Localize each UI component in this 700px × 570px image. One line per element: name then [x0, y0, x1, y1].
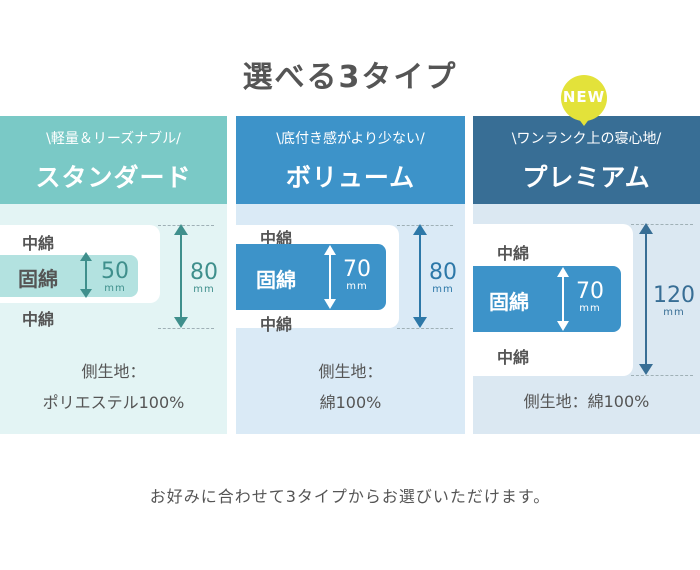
volume-tagline: \底付き感がより少ない/ — [276, 131, 425, 147]
volume-header: \底付き感がより少ない/ ボリューム — [236, 116, 465, 204]
standard-fabric: 側生地： ポリエステル100% — [0, 356, 227, 418]
premium-card: \ワンランク上の寝心地/ プレミアム 中綿 固綿 70 mm 中綿 120 mm… — [473, 116, 700, 434]
volume-top-layer-label: 中綿 — [260, 229, 293, 248]
premium-total-arrow-icon — [639, 223, 653, 375]
premium-fabric-line1: 側生地：綿100% — [523, 392, 650, 411]
standard-top-guide — [158, 225, 214, 226]
premium-fabric: 側生地：綿100% — [473, 386, 700, 417]
premium-bottom-layer-label: 中綿 — [497, 348, 530, 367]
standard-tagline: \軽量＆リーズナブル/ — [46, 131, 181, 147]
premium-core-thickness: 70 mm — [576, 279, 604, 314]
premium-total-thickness: 120 mm — [653, 283, 695, 318]
volume-total-arrow-icon — [413, 224, 427, 328]
new-badge-label: NEW — [562, 88, 606, 106]
volume-fabric: 側生地： 綿100% — [236, 356, 465, 418]
standard-header: \軽量＆リーズナブル/ スタンダード — [0, 116, 227, 204]
volume-total-thickness: 80 mm — [429, 260, 457, 295]
standard-bottom-guide — [158, 328, 214, 329]
standard-total-arrow-icon — [174, 224, 188, 328]
volume-card: \底付き感がより少ない/ ボリューム 中綿 固綿 70 mm 中綿 80 mm … — [236, 116, 465, 434]
standard-total-thickness: 80 mm — [190, 260, 218, 295]
standard-bottom-layer-label: 中綿 — [22, 310, 55, 329]
premium-bottom-guide — [631, 375, 693, 376]
premium-core-label: 固綿 — [489, 290, 529, 314]
standard-fabric-line2: ポリエステル100% — [42, 393, 185, 412]
premium-top-layer-label: 中綿 — [497, 244, 530, 263]
premium-tagline: \ワンランク上の寝心地/ — [511, 131, 662, 147]
volume-core-layer — [236, 244, 386, 310]
standard-core-arrow-icon — [80, 252, 92, 298]
premium-core-arrow-icon — [557, 267, 569, 331]
volume-bottom-layer-label: 中綿 — [260, 315, 293, 334]
standard-core-thickness: 50 mm — [101, 259, 129, 294]
volume-bottom-guide — [397, 328, 453, 329]
premium-top-guide — [631, 224, 693, 225]
volume-type-name: ボリューム — [285, 163, 416, 192]
premium-header: \ワンランク上の寝心地/ プレミアム — [473, 116, 700, 204]
standard-fabric-line1: 側生地： — [81, 362, 146, 381]
volume-core-arrow-icon — [324, 245, 336, 309]
standard-type-name: スタンダード — [35, 163, 192, 192]
premium-type-name: プレミアム — [522, 163, 651, 192]
standard-core-label: 固綿 — [18, 267, 58, 291]
volume-fabric-line2: 綿100% — [319, 393, 382, 412]
volume-core-label: 固綿 — [256, 268, 296, 292]
standard-top-layer-label: 中綿 — [22, 234, 55, 253]
standard-core-layer — [0, 255, 138, 297]
volume-top-guide — [397, 225, 453, 226]
volume-core-thickness: 70 mm — [343, 257, 371, 292]
standard-card: \軽量＆リーズナブル/ スタンダード 中綿 固綿 50 mm 中綿 80 mm … — [0, 116, 227, 434]
premium-core-layer — [473, 266, 621, 332]
footer-note: お好みに合わせて3タイプからお選びいただけます。 — [149, 487, 551, 506]
volume-fabric-line1: 側生地： — [318, 362, 383, 381]
new-badge-icon — [561, 75, 607, 126]
page-title: 選べる3タイプ — [242, 60, 458, 95]
